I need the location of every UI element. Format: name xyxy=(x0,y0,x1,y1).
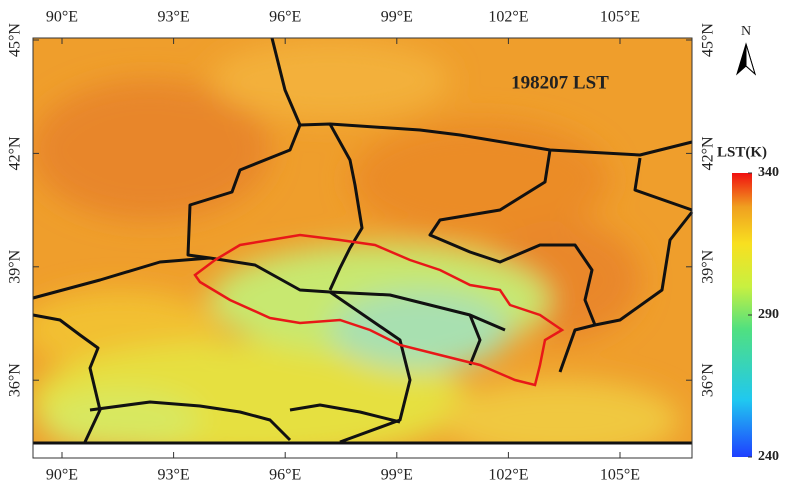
lon-label: 93°E xyxy=(158,467,190,484)
lat-label: 45°N xyxy=(7,23,24,57)
boundaries xyxy=(32,37,694,445)
colorbar-tick-label: 240 xyxy=(758,449,779,464)
map-title: 198207 LST xyxy=(511,72,609,93)
lon-label: 105°E xyxy=(600,467,640,484)
map-frame xyxy=(32,37,693,459)
basin-outline xyxy=(193,233,565,387)
lat-label: 42°N xyxy=(7,136,24,170)
lon-label: 96°E xyxy=(269,467,301,484)
lon-label: 90°E xyxy=(46,9,78,26)
lat-label: 39°N xyxy=(7,249,24,283)
lon-label: 93°E xyxy=(158,9,190,26)
colorbar-title: LST(K) xyxy=(717,144,767,160)
north-label: N xyxy=(741,24,751,39)
lon-label: 99°E xyxy=(381,467,413,484)
lat-label: 36°N xyxy=(700,363,717,397)
colorbar-tick-label: 340 xyxy=(758,165,779,180)
lat-label: 36°N xyxy=(7,363,24,397)
colorbar-tick-label: 290 xyxy=(758,307,779,322)
colorbar xyxy=(732,173,752,457)
lat-label: 39°N xyxy=(700,249,717,283)
lon-label: 90°E xyxy=(46,467,78,484)
lon-label: 102°E xyxy=(488,467,528,484)
lat-label: 42°N xyxy=(700,136,717,170)
lon-label: 96°E xyxy=(269,9,301,26)
lon-label: 102°E xyxy=(488,9,528,26)
lst-raster xyxy=(33,38,692,458)
lat-label: 45°N xyxy=(700,23,717,57)
north-arrow: N xyxy=(736,24,756,76)
lon-label: 105°E xyxy=(600,9,640,26)
lon-label: 99°E xyxy=(381,9,413,26)
